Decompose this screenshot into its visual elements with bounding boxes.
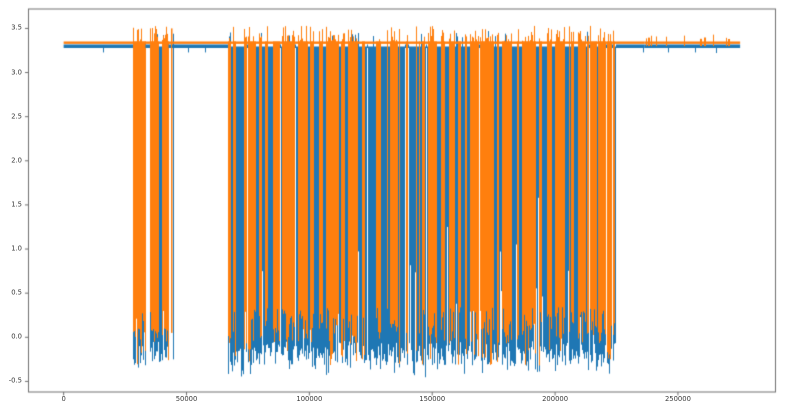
chart-figure: 0 50000 100000 150000 200000 250000 -0.5 0.0 0.5… — [0, 0, 800, 410]
line-chart-canvas — [0, 0, 800, 410]
